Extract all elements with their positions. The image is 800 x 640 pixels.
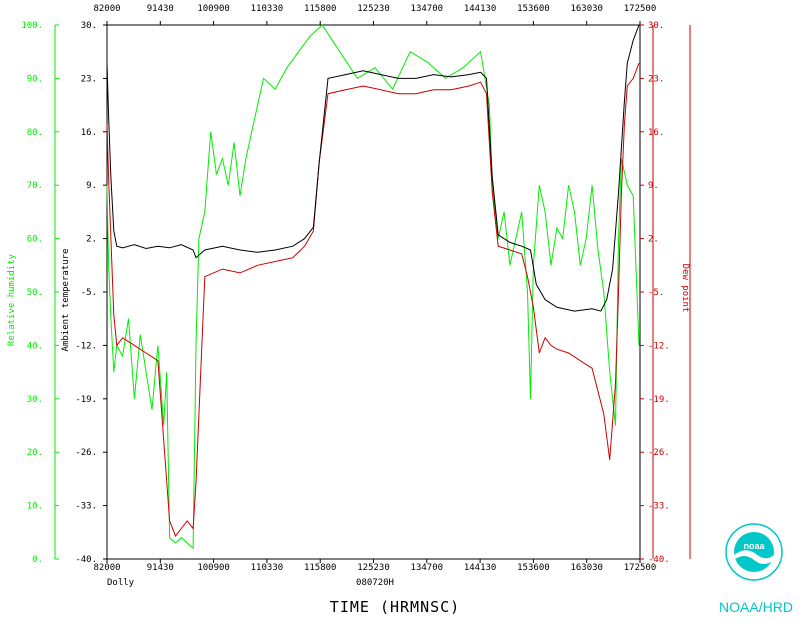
ticks-layer: 82000 82000 91430 91430 100900 100900 110330 11…: [21, 4, 669, 573]
x-axis-title: TIME (HRMNSC): [330, 598, 460, 616]
date-label: 080720H: [356, 578, 394, 588]
temperature-tick-label: 30.: [81, 21, 97, 31]
dewpoint-tick-label: -40.: [648, 555, 670, 565]
x-tick-label-bottom: 115800: [304, 563, 337, 573]
dewpoint-tick-label: -26.: [648, 448, 670, 458]
series-layer: [106, 24, 640, 550]
plot-frame: [106, 24, 641, 560]
temperature-tick-label: 9.: [86, 181, 97, 191]
humidity-tick-label: 100.: [21, 21, 43, 31]
x-tick-label-bottom: 134700: [411, 563, 444, 573]
logo-text: noaa: [743, 541, 765, 551]
x-tick-label-bottom: 144130: [464, 563, 497, 573]
credit-label: NOAA/HRD: [719, 599, 793, 615]
x-tick-label-top: 82000: [93, 4, 120, 14]
x-tick-label-top: 144130: [464, 4, 497, 14]
temperature-tick-label: -26.: [75, 448, 97, 458]
humidity-tick-label: 40.: [27, 341, 43, 351]
dewpoint-tick-label: -12.: [648, 341, 670, 351]
dewpoint-tick-label: 23.: [648, 74, 664, 84]
dewpoint-tick-label: 30.: [648, 21, 664, 31]
temperature-axis-label: Ambient temperature: [61, 249, 71, 352]
temperature-tick-label: -12.: [75, 341, 97, 351]
dewpoint-tick-label: -33.: [648, 502, 670, 512]
dewpoint-series-line: [106, 62, 640, 538]
humidity-tick-label: 90.: [27, 74, 43, 84]
temperature-tick-label: -33.: [75, 502, 97, 512]
humidity-tick-label: 10.: [27, 502, 43, 512]
x-tick-label-bottom: 153600: [517, 563, 550, 573]
x-tick-label-bottom: 110330: [251, 563, 284, 573]
x-tick-label-bottom: 100900: [197, 563, 230, 573]
temperature-tick-label: -5.: [81, 288, 97, 298]
x-tick-label-top: 91430: [147, 4, 174, 14]
dewpoint-axis-label: Dew point: [680, 264, 690, 313]
temperature-tick-label: 2.: [86, 235, 97, 245]
humidity-series-line: [106, 24, 640, 550]
temperature-tick-label: 23.: [81, 74, 97, 84]
x-tick-label-top: 100900: [197, 4, 230, 14]
dewpoint-tick-label: -19.: [648, 395, 670, 405]
dewpoint-tick-label: 2.: [648, 235, 659, 245]
humidity-tick-label: 0.: [32, 555, 43, 565]
humidity-tick-label: 70.: [27, 181, 43, 191]
storm-name-label: Dolly: [107, 578, 135, 588]
dewpoint-tick-label: 9.: [648, 181, 659, 191]
temperature-tick-label: -19.: [75, 395, 97, 405]
x-tick-label-bottom: 91430: [147, 563, 174, 573]
temperature-tick-label: -40.: [75, 555, 97, 565]
axes-layer: [54, 24, 691, 560]
x-tick-label-bottom: 125230: [357, 563, 390, 573]
x-tick-label-top: 172500: [624, 4, 657, 14]
x-tick-label-top: 134700: [411, 4, 444, 14]
x-tick-label-top: 110330: [251, 4, 284, 14]
x-tick-label-top: 153600: [517, 4, 550, 14]
humidity-tick-label: 80.: [27, 128, 43, 138]
temperature-tick-label: 16.: [81, 128, 97, 138]
humidity-axis-label: Relative humidity: [7, 253, 17, 346]
humidity-tick-label: 30.: [27, 395, 43, 405]
humidity-tick-label: 50.: [27, 288, 43, 298]
x-tick-label-bottom: 172500: [624, 563, 657, 573]
humidity-tick-label: 20.: [27, 448, 43, 458]
humidity-tick-label: 60.: [27, 235, 43, 245]
dewpoint-tick-label: -5.: [648, 288, 664, 298]
x-tick-label-top: 125230: [357, 4, 390, 14]
x-tick-label-top: 163030: [570, 4, 603, 14]
noaa-logo-icon: noaa: [725, 523, 783, 581]
x-tick-label-bottom: 82000: [93, 563, 120, 573]
x-tick-label-top: 115800: [304, 4, 337, 14]
dewpoint-tick-label: 16.: [648, 128, 664, 138]
x-tick-label-bottom: 163030: [570, 563, 603, 573]
temperature-series-line: [106, 24, 640, 312]
